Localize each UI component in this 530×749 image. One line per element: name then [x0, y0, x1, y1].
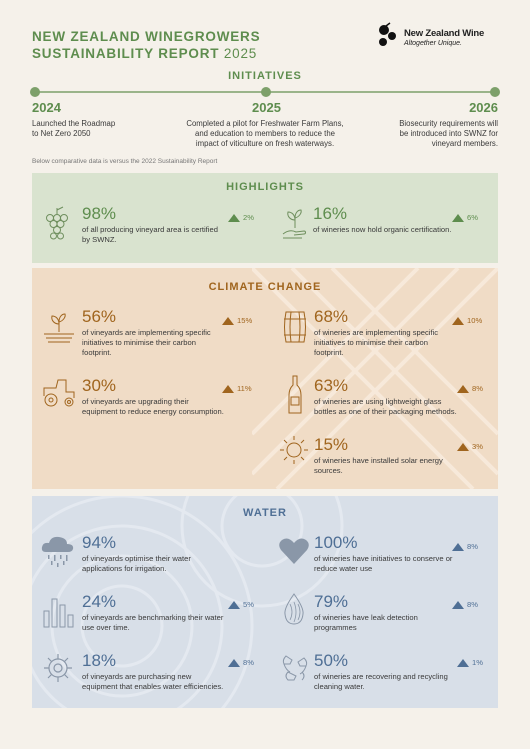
up-arrow-icon — [228, 600, 240, 609]
stat-value: 94% — [82, 533, 117, 552]
stat-value: 30% — [82, 376, 117, 395]
gear-icon — [44, 654, 72, 682]
stat-lightweight-bottles: 63% of wineries are using lightweight gl… — [314, 376, 457, 417]
stat-delta: 8% — [228, 658, 254, 667]
logo-tagline: Altogether Unique. — [404, 40, 462, 47]
sprout-field-icon — [44, 313, 74, 343]
stat-certified-vineyard: 98% of all producing vineyard area is ce… — [82, 204, 218, 245]
stat-value: 63% — [314, 376, 349, 395]
stat-value: 68% — [314, 307, 349, 326]
timeline-dot-2024 — [30, 87, 40, 97]
title-line-1: NEW ZEALAND WINEGROWERS — [32, 29, 261, 44]
stat-water-equipment: 18% of vineyards are purchasing new equip… — [82, 651, 224, 692]
highlights-panel: HIGHLIGHTS 98% of all producing vineyard… — [32, 173, 498, 263]
climate-panel: CLIMATE CHANGE 56% of vineyards are impl… — [32, 268, 498, 489]
timeline-text-2024: Launched the Roadmap to Net Zero 2050 — [32, 119, 116, 138]
heart-icon — [279, 538, 309, 564]
water-drop-icon — [284, 593, 304, 625]
stat-delta: 15% — [222, 316, 252, 325]
initiatives-title: INITIATIVES — [228, 70, 302, 82]
bottle-icon — [288, 375, 302, 414]
stat-delta: 5% — [228, 600, 254, 609]
up-arrow-icon — [457, 442, 469, 451]
diagonal-pattern — [252, 268, 498, 489]
timeline-dot-2025 — [261, 87, 271, 97]
barrel-icon — [284, 311, 306, 343]
up-arrow-icon — [457, 384, 469, 393]
bar-chart-icon — [43, 598, 74, 628]
logo-name: New Zealand Wine — [404, 28, 485, 39]
up-arrow-icon — [222, 384, 234, 393]
stat-organic-certification: 16% of wineries now hold organic certifi… — [313, 204, 452, 235]
stat-value: 100% — [314, 533, 358, 552]
up-arrow-icon — [452, 316, 464, 325]
timeline-year-2025: 2025 — [252, 100, 281, 115]
stat-water-recycling: 50% of wineries are recovering and recyc… — [314, 651, 448, 692]
stat-delta: 6% — [452, 213, 478, 222]
stat-delta: 1% — [457, 658, 483, 667]
stat-delta: 3% — [457, 442, 483, 451]
stat-delta: 10% — [452, 316, 482, 325]
stat-vineyard-equipment: 30% of vineyards are upgrading their equi… — [82, 376, 224, 417]
stat-value: 18% — [82, 651, 117, 670]
up-arrow-icon — [452, 600, 464, 609]
recycle-hands-icon — [282, 655, 308, 681]
water-title: WATER — [243, 507, 287, 519]
timeline-year-2026: 2026 — [469, 100, 498, 115]
stat-value: 50% — [314, 651, 349, 670]
stat-value: 56% — [82, 307, 117, 326]
highlights-title: HIGHLIGHTS — [226, 181, 304, 193]
stat-delta: 8% — [452, 542, 478, 551]
grapes-icon — [46, 206, 68, 240]
report-title: NEW ZEALAND WINEGROWERS SUSTAINABILITY R… — [32, 28, 260, 62]
up-arrow-icon — [228, 213, 240, 222]
up-arrow-icon — [452, 542, 464, 551]
ripple-pattern — [32, 496, 344, 708]
stat-delta: 2% — [228, 213, 254, 222]
stat-solar-energy: 15% of wineries have installed solar ene… — [314, 435, 443, 476]
up-arrow-icon — [228, 658, 240, 667]
stat-value: 98% — [82, 204, 117, 223]
timeline-dot-2026 — [490, 87, 500, 97]
stat-value: 16% — [313, 204, 348, 223]
comparison-note: Below comparative data is versus the 202… — [32, 158, 218, 165]
nz-wine-logo: New Zealand Wine Altogether Unique. — [374, 22, 504, 56]
up-arrow-icon — [457, 658, 469, 667]
stat-water-benchmarking: 24% of vineyards are benchmarking their … — [82, 592, 224, 633]
stat-value: 79% — [314, 592, 349, 611]
up-arrow-icon — [222, 316, 234, 325]
tractor-icon — [43, 379, 75, 407]
seedling-hand-icon — [282, 209, 306, 239]
stat-delta: 8% — [457, 384, 483, 393]
title-year: 2025 — [223, 46, 258, 61]
water-panel: WATER 94% of vineyards optimise their wa… — [32, 496, 498, 708]
title-line-2: SUSTAINABILITY REPORT 2025 — [32, 46, 258, 61]
timeline-text-2025: Completed a pilot for Freshwater Farm Pl… — [186, 119, 344, 148]
sun-icon — [280, 436, 308, 464]
up-arrow-icon — [452, 213, 464, 222]
rain-cloud-icon — [41, 536, 74, 567]
stat-winery-carbon: 68% of wineries are implementing specifi… — [314, 307, 439, 358]
stat-irrigation: 94% of vineyards optimise their water app… — [82, 533, 191, 574]
climate-title: CLIMATE CHANGE — [208, 281, 322, 293]
stat-delta: 8% — [452, 600, 478, 609]
stat-value: 15% — [314, 435, 349, 454]
stat-vineyard-carbon: 56% of vineyards are implementing specif… — [82, 307, 211, 358]
timeline-text-2026: Biosecurity requirements will be introduc… — [399, 119, 498, 148]
stat-value: 24% — [82, 592, 117, 611]
logo-grape-icon — [379, 22, 396, 46]
stat-leak-detection: 79% of wineries have leak detection progr… — [314, 592, 418, 633]
timeline-year-2024: 2024 — [32, 100, 61, 115]
stat-delta: 11% — [222, 384, 252, 393]
stat-conserve-water: 100% of wineries have initiatives to con… — [314, 533, 453, 574]
